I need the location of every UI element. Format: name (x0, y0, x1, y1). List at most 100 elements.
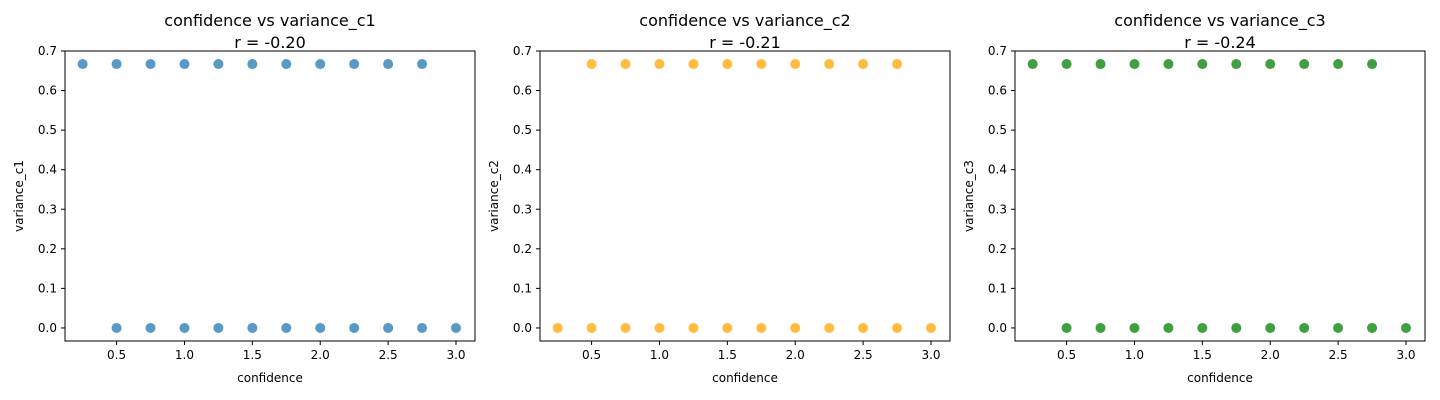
data-point (654, 322, 665, 333)
data-point (824, 59, 835, 70)
data-point (1333, 59, 1344, 70)
y-tick-label: 0.5 (38, 123, 57, 137)
data-point (1367, 322, 1378, 333)
y-tick-label: 0.3 (38, 202, 57, 216)
data-point (281, 322, 292, 333)
x-tick-label: 3.0 (921, 348, 940, 362)
data-point (790, 322, 801, 333)
y-axis-label: variance_c2 (487, 160, 501, 232)
data-point (1231, 59, 1242, 70)
chart-panel-2: confidence vs variance_c2r = -0.21 0.5 1.0… (487, 11, 951, 385)
x-tick-label: 2.0 (311, 348, 330, 362)
data-point (315, 59, 326, 70)
x-tick-label: 0.5 (1057, 348, 1076, 362)
y-tick-label: 0.4 (513, 163, 532, 177)
chart-title: confidence vs variance_c1 (164, 11, 375, 31)
data-point (688, 322, 699, 333)
data-point (417, 322, 428, 333)
data-point (281, 59, 292, 70)
data-point (1299, 322, 1310, 333)
y-tick-label: 0.7 (38, 44, 57, 58)
x-tick-label: 2.5 (854, 348, 873, 362)
data-point (654, 59, 665, 70)
data-point (247, 322, 258, 333)
data-point (145, 59, 156, 70)
data-point (315, 322, 326, 333)
data-point (349, 322, 360, 333)
data-point (756, 322, 767, 333)
x-tick-label: 3.0 (446, 348, 465, 362)
data-point (722, 322, 733, 333)
data-point (1197, 322, 1208, 333)
y-tick-label: 0.0 (988, 321, 1007, 335)
y-tick-label: 0.2 (513, 242, 532, 256)
y-tick-label: 0.5 (513, 123, 532, 137)
y-tick-label: 0.4 (988, 163, 1007, 177)
x-tick-label: 1.0 (650, 348, 669, 362)
chart-title: confidence vs variance_c3 (1114, 11, 1325, 31)
y-tick-label: 0.1 (988, 281, 1007, 295)
data-point (1333, 322, 1344, 333)
data-point (790, 59, 801, 70)
chart-panel-1: confidence vs variance_c1r = -0.20 0.5 1.0… (12, 11, 476, 385)
y-tick-label: 0.6 (38, 84, 57, 98)
data-point (247, 59, 258, 70)
data-point (722, 59, 733, 70)
data-point (383, 322, 394, 333)
data-point (1061, 59, 1072, 70)
y-tick-label: 0.3 (513, 202, 532, 216)
y-tick-label: 0.0 (513, 321, 532, 335)
y-tick-label: 0.5 (988, 123, 1007, 137)
data-point (179, 59, 190, 70)
x-tick-label: 2.5 (379, 348, 398, 362)
data-point (111, 59, 122, 70)
x-tick-label: 1.5 (243, 348, 262, 362)
x-axis-label: confidence (712, 371, 778, 385)
data-point (1129, 59, 1140, 70)
plot-area-frame (1014, 50, 1426, 342)
data-point (892, 59, 903, 70)
data-point (858, 59, 869, 70)
data-point (111, 322, 122, 333)
data-point (349, 59, 360, 70)
chart-subtitle: r = -0.20 (234, 33, 306, 52)
data-point (1129, 322, 1140, 333)
x-tick-label: 3.0 (1396, 348, 1415, 362)
data-point (77, 59, 88, 70)
data-point (1163, 322, 1174, 333)
y-axis-label: variance_c3 (962, 160, 976, 232)
x-tick-label: 1.0 (1125, 348, 1144, 362)
data-point (858, 322, 869, 333)
y-tick-label: 0.1 (513, 281, 532, 295)
data-point (620, 59, 631, 70)
x-tick-label: 2.0 (1261, 348, 1280, 362)
data-point (1265, 322, 1276, 333)
chart-subtitle: r = -0.24 (1184, 33, 1256, 52)
chart-subtitle: r = -0.21 (709, 33, 781, 52)
data-point (1095, 59, 1106, 70)
x-tick-label: 0.5 (107, 348, 126, 362)
x-tick-label: 2.0 (786, 348, 805, 362)
data-point (1367, 59, 1378, 70)
plot-area-frame (539, 50, 951, 342)
data-point (756, 59, 767, 70)
data-point (417, 59, 428, 70)
data-point (213, 322, 224, 333)
data-point (1163, 59, 1174, 70)
y-tick-label: 0.0 (38, 321, 57, 335)
y-tick-label: 0.6 (513, 84, 532, 98)
data-point (213, 59, 224, 70)
data-point (1231, 322, 1242, 333)
x-tick-label: 1.5 (718, 348, 737, 362)
data-point (925, 322, 936, 333)
data-point (586, 59, 597, 70)
data-point (1400, 322, 1411, 333)
y-tick-label: 0.4 (38, 163, 57, 177)
data-point (450, 322, 461, 333)
data-point (1265, 59, 1276, 70)
y-tick-label: 0.7 (988, 44, 1007, 58)
data-point (145, 322, 156, 333)
y-tick-label: 0.2 (38, 242, 57, 256)
y-tick-label: 0.1 (38, 281, 57, 295)
